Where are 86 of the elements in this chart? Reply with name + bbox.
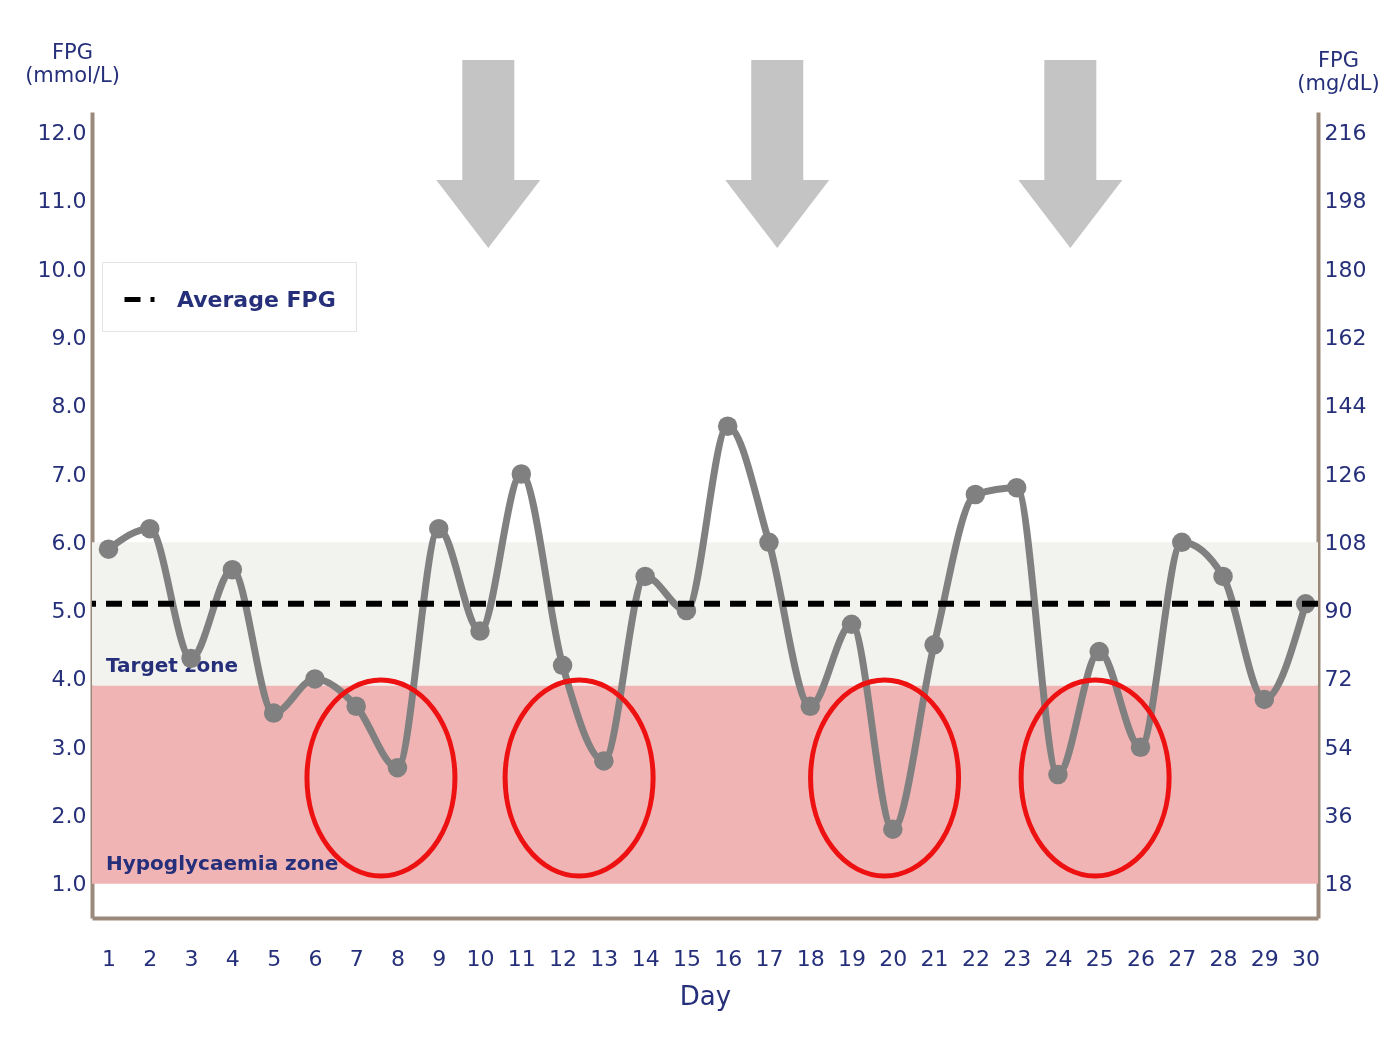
x-axis-title: Day [679,980,732,1011]
y2-tick-label: 108 [1324,529,1367,555]
point [346,696,366,716]
x-tick-label: 20 [879,945,908,971]
x-tick-label: 11 [507,945,536,971]
point [1213,566,1233,587]
y-tick-label: 8.0 [51,393,87,419]
x-tick-label: 22 [961,945,990,971]
point [1254,689,1275,710]
band-label: Hypoglycaemia zone [106,850,339,875]
legend-label: Average FPG [177,286,336,312]
x-tick-label: 2 [143,945,158,971]
y2-tick-label: 18 [1324,871,1353,897]
y-tick-label: 9.0 [51,324,87,350]
point [717,416,738,436]
x-tick-label: 21 [920,945,949,971]
y2-tick-label: 72 [1324,666,1353,692]
x-tick-label: 30 [1292,945,1321,971]
y2-tick-label: 126 [1324,461,1367,487]
x-tick-label: 29 [1250,945,1279,971]
y-tick-label: 6.0 [51,529,87,555]
point [140,518,160,539]
x-tick-label: 13 [590,945,619,971]
point [222,559,243,580]
x-tick-label: 5 [267,945,282,971]
x-tick-label: 8 [390,945,405,971]
point [800,696,821,716]
y-tick-label: 11.0 [37,188,87,214]
x-tick-label: 24 [1044,945,1073,971]
y-tick-label: 7.0 [51,461,87,487]
y-tick-label: 10.0 [37,256,87,282]
y2-tick-label: 144 [1324,393,1367,419]
x-tick-label: 14 [631,945,660,971]
point [841,614,862,635]
point [1048,764,1068,785]
y2-tick-label: 90 [1324,598,1353,624]
y-axis-title: FPG (mmol/L) [25,39,120,87]
point [511,464,532,484]
x-tick-label: 4 [225,945,240,971]
y-tick-label: 3.0 [51,734,87,760]
point [883,819,903,839]
y-tick-label: 2.0 [51,803,87,829]
x-tick-label: 27 [1168,945,1197,971]
point [1089,641,1109,662]
point [98,539,119,559]
point [924,635,944,655]
point [470,621,490,641]
x-tick-label: 6 [308,945,323,971]
point [1130,737,1151,757]
x-tick-label: 25 [1085,945,1114,971]
x-tick-label: 23 [1003,945,1032,971]
point [1006,477,1027,498]
point [429,518,449,539]
point [263,703,284,723]
y2-tick-label: 180 [1324,256,1367,282]
point [594,751,614,771]
y-tick-label: 1.0 [51,871,87,897]
y2-tick-label: 162 [1324,324,1367,350]
x-tick-label: 1 [102,945,117,971]
y-tick-label: 4.0 [51,666,87,692]
y2-tick-label: 198 [1324,188,1367,214]
y2-tick-label: 36 [1324,803,1353,829]
y2-tick-label: 54 [1324,734,1353,760]
x-tick-label: 16 [714,945,743,971]
x-tick-label: 15 [672,945,701,971]
x-tick-label: 28 [1209,945,1238,971]
y2-axis-title: FPG (mg/dL) [1297,47,1380,95]
x-tick-label: 3 [184,945,199,971]
x-tick-label: 10 [466,945,495,971]
x-tick-label: 9 [432,945,447,971]
x-tick-label: 7 [349,945,364,971]
point [1172,532,1192,553]
point [387,758,408,778]
y-tick-label: 5.0 [51,598,87,624]
x-tick-label: 18 [796,945,825,971]
x-tick-label: 26 [1127,945,1155,971]
y-tick-label: 12.0 [37,119,87,145]
x-tick-label: 19 [838,945,867,971]
x-tick-label: 17 [755,945,784,971]
point [552,655,573,675]
y2-tick-label: 216 [1324,119,1367,145]
point [635,566,655,587]
point [965,484,986,505]
point [305,669,325,689]
point [759,532,779,553]
x-tick-label: 12 [549,945,578,971]
